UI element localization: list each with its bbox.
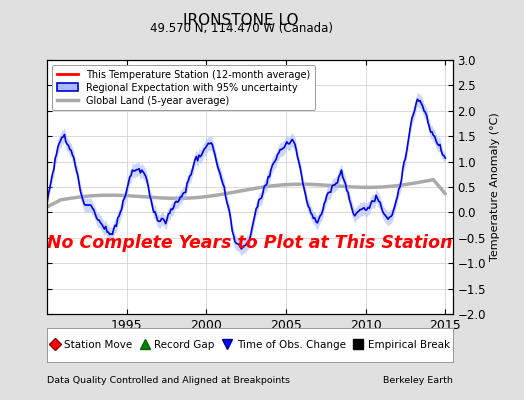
Legend: Station Move, Record Gap, Time of Obs. Change, Empirical Break: Station Move, Record Gap, Time of Obs. C… <box>47 336 454 354</box>
Text: IRONSTONE LO: IRONSTONE LO <box>183 13 299 28</box>
Y-axis label: Temperature Anomaly (°C): Temperature Anomaly (°C) <box>490 113 500 261</box>
Text: Berkeley Earth: Berkeley Earth <box>384 376 453 385</box>
Text: No Complete Years to Plot at This Station: No Complete Years to Plot at This Statio… <box>48 234 453 252</box>
Text: 49.570 N, 114.470 W (Canada): 49.570 N, 114.470 W (Canada) <box>149 22 333 35</box>
Legend: This Temperature Station (12-month average), Regional Expectation with 95% uncer: This Temperature Station (12-month avera… <box>52 65 315 110</box>
Text: Data Quality Controlled and Aligned at Breakpoints: Data Quality Controlled and Aligned at B… <box>47 376 290 385</box>
